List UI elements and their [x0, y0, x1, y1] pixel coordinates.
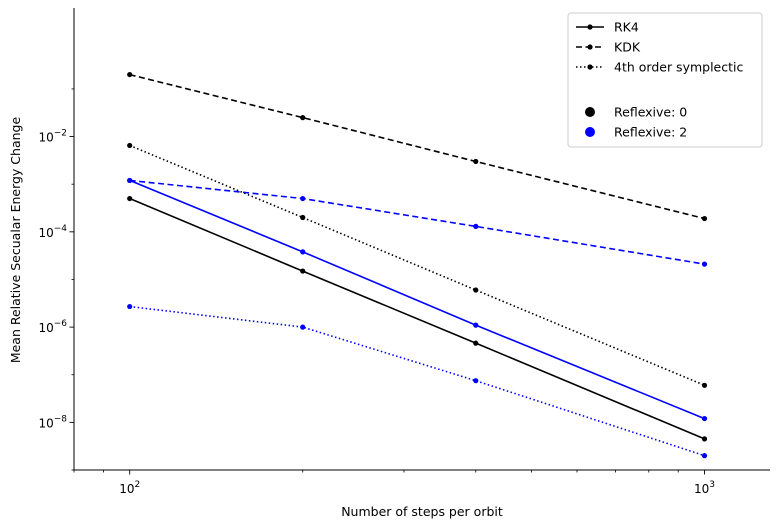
data-point-1-2 [473, 158, 479, 165]
axes [73, 8, 770, 471]
legend-reflexive-dot-1 [585, 127, 595, 137]
data-point-4-0 [127, 177, 133, 184]
data-point-4-1 [300, 195, 306, 202]
data-point-4-2 [473, 223, 479, 229]
data-point-4-3 [701, 261, 708, 267]
legend-marker-0 [587, 24, 593, 30]
data-point-0-1 [300, 268, 306, 274]
legend-label-0: RK4 [614, 20, 639, 35]
legend-label-1: KDK [614, 40, 641, 55]
y-tick-label-1: 10−6 [38, 319, 67, 335]
legend: RK4 KDK 4th order symplectic Reflexive: 0 Re… [567, 12, 763, 148]
data-point-2-2 [473, 287, 479, 293]
data-point-5-0 [127, 303, 133, 310]
x-ticks: 102 103 [73, 470, 715, 496]
x-axis-label: Number of steps per orbit [341, 504, 503, 519]
series-line-3 [129, 179, 705, 420]
data-point-5-1 [300, 324, 306, 330]
data-point-5-3 [701, 453, 708, 459]
legend-label-2: 4th order symplectic [614, 60, 743, 75]
x-tick-label-1: 103 [694, 480, 715, 496]
legend-marker-1 [587, 44, 593, 50]
data-point-3-1 [300, 249, 306, 255]
legend-reflexive-label-0: Reflexive: 0 [614, 105, 687, 120]
legend-frame [567, 12, 763, 148]
data-point-0-2 [473, 340, 479, 346]
data-point-2-0 [127, 142, 133, 149]
y-tick-label-0: 10−8 [38, 414, 67, 430]
data-point-2-1 [300, 214, 306, 221]
data-point-1-0 [127, 71, 133, 78]
series-line-2 [129, 144, 705, 387]
legend-reflexive-label-1: Reflexive: 2 [614, 125, 687, 140]
series-line-1 [129, 73, 705, 220]
y-tick-label-3: 10−2 [38, 129, 67, 145]
data-point-1-3 [701, 215, 708, 222]
data-point-0-0 [127, 195, 133, 202]
x-tick-label-0: 102 [119, 480, 140, 496]
series-line-0 [129, 197, 705, 440]
legend-marker-2 [587, 64, 593, 70]
y-ticks: 10−8 10−6 10−4 10−2 [38, 88, 74, 471]
y-tick-label-2: 10−4 [38, 224, 67, 240]
series-line-4 [129, 179, 705, 265]
data-point-3-3 [701, 415, 708, 422]
plot-area [127, 71, 708, 459]
data-point-2-3 [701, 382, 708, 388]
y-axis-label: Mean Relative Secualar Energy Change [8, 117, 23, 364]
series-line-5 [129, 305, 705, 457]
data-point-3-2 [473, 322, 479, 328]
data-point-1-1 [300, 115, 306, 121]
legend-reflexive-dot-0 [585, 107, 595, 117]
data-point-0-3 [701, 436, 708, 442]
data-point-5-2 [473, 378, 479, 384]
